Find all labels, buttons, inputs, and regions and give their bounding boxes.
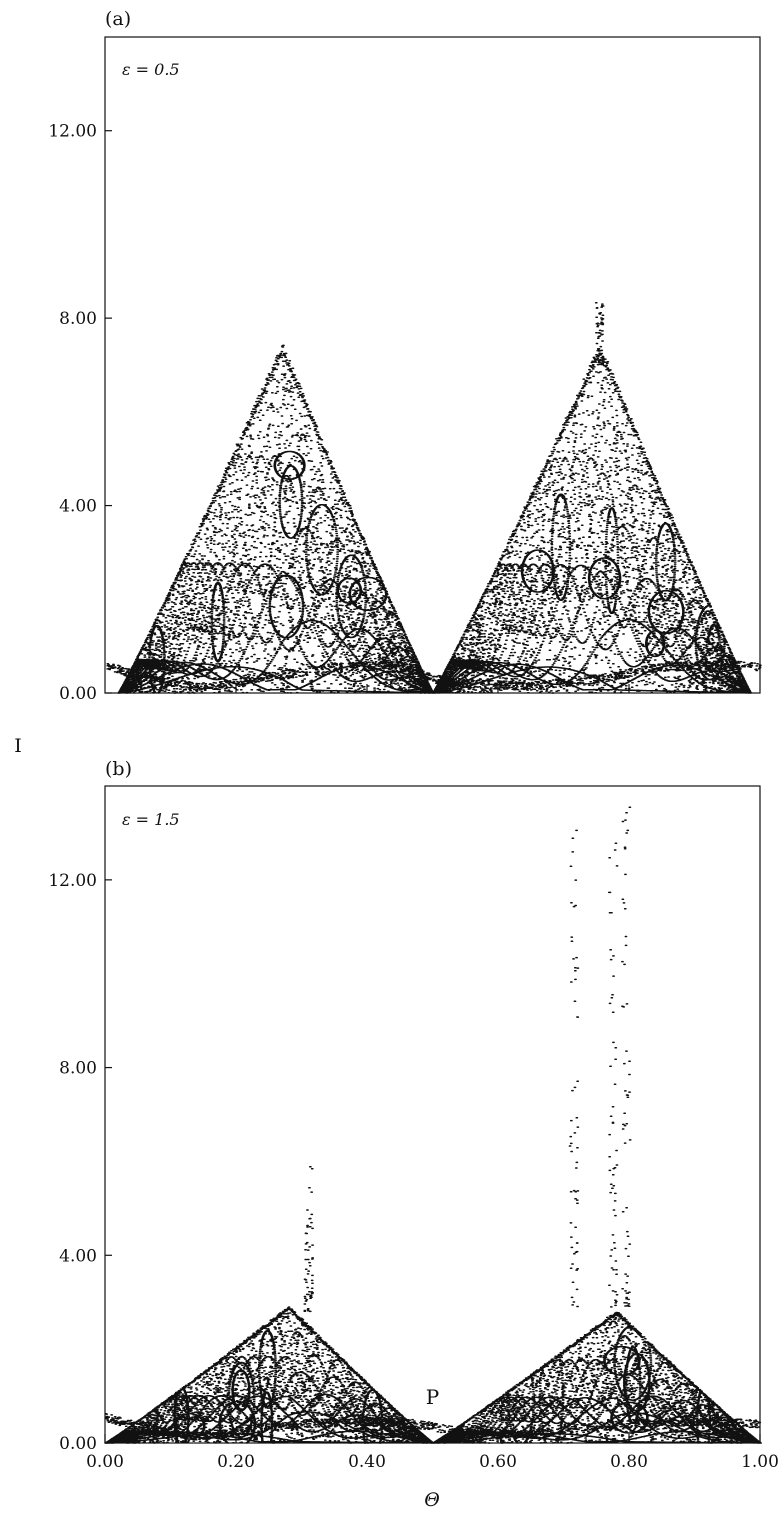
panel-a-epsilon: ε = 0.5 <box>122 60 180 79</box>
panel-b-xtick-label: 1.00 <box>741 1452 779 1472</box>
panel-b-phase-points <box>104 806 762 1444</box>
panel-b-xtick-label: 0.00 <box>86 1452 124 1472</box>
panel-a-phase-points <box>106 301 762 694</box>
panel-b-ytick-label: 8.00 <box>59 1059 97 1079</box>
panel-a-ytick-label: 8.00 <box>59 309 97 329</box>
panel-b-label: (b) <box>105 758 132 780</box>
panel-b-ytick-label: 4.00 <box>59 1246 97 1266</box>
panel-b-ytick-label: 12.00 <box>48 871 97 891</box>
panel-a: (a) ε = 0.5 0.00 4.00 8.00 12.00 <box>48 8 762 704</box>
panel-b-data <box>104 806 762 1444</box>
panel-a-data <box>106 301 762 694</box>
panel-b-epsilon: ε = 1.5 <box>122 810 180 829</box>
panel-a-ytick-label: 4.00 <box>59 497 97 517</box>
panel-b-frame <box>104 785 761 1444</box>
panel-b-xtick-label: 0.40 <box>348 1452 386 1472</box>
panel-a-ytick-label: 0.00 <box>59 684 97 704</box>
panel-b-xtick-label: 0.20 <box>217 1452 255 1472</box>
panel-a-ytick-label: 12.00 <box>48 122 97 142</box>
panel-b-ytick-label: 0.00 <box>59 1434 97 1454</box>
panel-b-xtick-label: 0.60 <box>479 1452 517 1472</box>
panel-b-xtick-label: 0.80 <box>610 1452 648 1472</box>
y-axis-title: I <box>14 735 22 757</box>
panel-b-ticks: 0.00 4.00 8.00 12.00 0.00 0.20 0.40 0.60 0.80 1.0… <box>48 871 779 1472</box>
panel-b: (b) ε = 1.5 0.00 4.00 8.00 12.00 0.00 0.20 0.4… <box>48 758 779 1472</box>
point-p-label: P <box>426 1385 439 1409</box>
panel-a-label: (a) <box>105 8 131 30</box>
x-axis-title: Θ <box>424 1489 440 1511</box>
